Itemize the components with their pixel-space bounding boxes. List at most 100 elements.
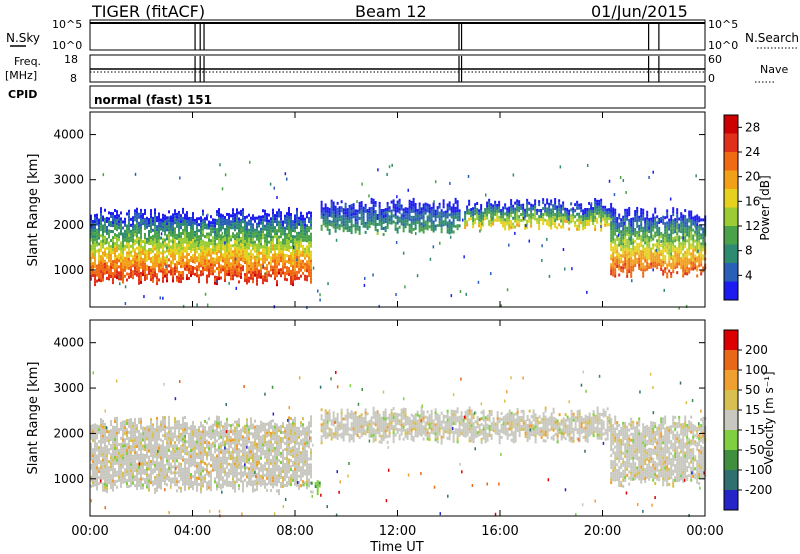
echo-cell	[392, 202, 395, 206]
echo-cell	[102, 173, 105, 177]
echo-cell	[276, 265, 278, 269]
echo-cell	[456, 215, 459, 219]
echo-cell	[102, 485, 104, 489]
echo-cell	[654, 225, 657, 229]
echo-cell	[232, 223, 234, 227]
echo-cell	[104, 440, 106, 444]
echo-cell	[674, 251, 677, 255]
echo-cell	[136, 270, 138, 274]
echo-cell	[672, 219, 675, 223]
echo-cell	[94, 459, 96, 463]
echo-cell	[118, 454, 120, 458]
echo-cell	[602, 205, 605, 209]
echo-cell	[342, 208, 345, 212]
echo-cell	[622, 230, 625, 234]
echo-cell	[146, 434, 148, 438]
echo-cell	[350, 231, 353, 235]
echo-cell	[128, 215, 130, 219]
echo-cell	[664, 240, 667, 244]
echo-cell	[154, 244, 156, 248]
echo-cell	[356, 212, 359, 216]
echo-cell	[664, 222, 667, 226]
echo-cell	[670, 226, 673, 230]
echo-cell	[146, 476, 148, 480]
echo-cell	[190, 274, 192, 278]
echo-cell	[560, 219, 563, 223]
echo-cell	[202, 254, 204, 258]
echo-cell	[692, 261, 695, 265]
echo-cell	[100, 444, 102, 448]
echo-cell	[400, 216, 403, 220]
echo-cell	[136, 210, 138, 214]
echo-cell	[218, 241, 220, 245]
echo-cell	[186, 247, 188, 251]
echo-cell	[148, 479, 150, 483]
echo-cell	[406, 210, 409, 214]
echo-cell	[660, 252, 663, 256]
echo-cell	[358, 204, 361, 208]
echo-cell	[614, 262, 617, 266]
echo-cell	[174, 227, 176, 231]
echo-cell	[624, 229, 627, 233]
echo-cell	[530, 209, 533, 213]
echo-cell	[654, 210, 657, 214]
echo-cell	[682, 229, 685, 233]
echo-cell	[90, 457, 92, 461]
echo-cell	[518, 218, 521, 222]
echo-cell	[180, 244, 182, 248]
echo-cell	[664, 216, 667, 220]
echo-cell	[568, 227, 571, 231]
echo-cell	[290, 278, 292, 282]
echo-cell	[288, 234, 290, 238]
echo-cell	[110, 271, 112, 275]
echo-cell	[124, 262, 126, 266]
echo-cell	[140, 417, 142, 421]
echo-cell	[182, 255, 184, 259]
echo-cell	[468, 199, 471, 203]
echo-cell	[138, 477, 140, 481]
echo-cell	[350, 228, 353, 232]
echo-cell	[220, 246, 222, 250]
echo-cell	[650, 238, 653, 242]
echo-cell	[396, 203, 399, 207]
echo-cell	[182, 243, 184, 247]
echo-cell	[142, 273, 144, 277]
echo-cell	[326, 218, 329, 222]
echo-cell	[90, 433, 92, 437]
echo-cell	[682, 214, 685, 218]
echo-cell	[442, 211, 445, 215]
echo-cell	[446, 227, 449, 231]
echo-cell	[182, 216, 184, 220]
echo-cell	[246, 221, 248, 225]
echo-cell	[394, 227, 397, 231]
echo-cell	[668, 227, 671, 231]
echo-cell	[148, 458, 150, 462]
echo-cell	[550, 214, 553, 218]
echo-cell	[134, 263, 136, 267]
echo-cell	[168, 216, 170, 220]
echo-cell	[92, 228, 94, 232]
echo-cell	[632, 244, 635, 248]
echo-cell	[310, 217, 312, 221]
echo-cell	[256, 246, 258, 250]
echo-cell	[154, 241, 156, 245]
echo-cell	[618, 273, 621, 277]
echo-cell	[154, 268, 156, 272]
echo-cell	[180, 274, 182, 278]
echo-cell	[582, 215, 585, 219]
echo-cell	[672, 237, 675, 241]
echo-cell	[112, 242, 114, 246]
echo-cell	[190, 220, 192, 224]
echo-cell	[402, 229, 405, 233]
cpid-label: CPID	[8, 88, 37, 101]
echo-cell	[144, 211, 146, 215]
echo-cell	[642, 265, 645, 269]
echo-cell	[180, 262, 182, 266]
echo-cell	[192, 218, 194, 222]
echo-cell	[274, 235, 276, 239]
echo-cell	[628, 252, 631, 256]
echo-cell	[222, 256, 224, 260]
echo-cell	[518, 200, 521, 204]
echo-cell	[90, 259, 92, 263]
echo-cell	[698, 252, 701, 256]
